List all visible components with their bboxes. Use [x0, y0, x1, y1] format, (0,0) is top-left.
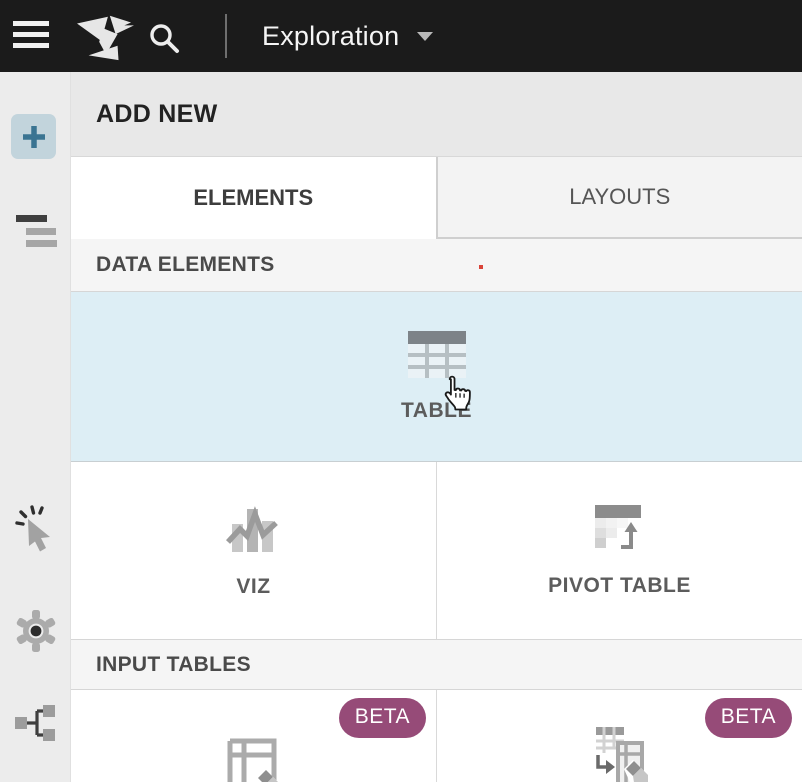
page-outline-icon[interactable] — [0, 215, 71, 247]
viz-chart-icon — [225, 502, 282, 559]
workbook-title-dropdown[interactable]: Exploration — [262, 0, 434, 72]
panel-tabs: ELEMENTS LAYOUTS — [71, 157, 802, 239]
lineage-icon[interactable] — [0, 702, 71, 746]
data-elements-tile-row: VIZ — [71, 462, 802, 640]
tile-pivot-table[interactable]: PIVOT TABLE — [436, 462, 802, 639]
input-tables-tile-row: BETA BETA — [71, 690, 802, 782]
section-label: DATA ELEMENTS — [96, 253, 275, 276]
tab-elements[interactable]: ELEMENTS — [71, 157, 436, 239]
settings-gear-icon[interactable] — [0, 608, 71, 654]
beta-badge: BETA — [338, 698, 426, 738]
menu-hamburger-icon[interactable] — [13, 21, 49, 51]
topbar-divider — [225, 14, 227, 58]
workbook-title: Exploration — [262, 20, 400, 51]
sidebar — [0, 72, 71, 782]
plus-icon — [22, 125, 45, 148]
origami-bird-logo-icon[interactable] — [74, 9, 136, 70]
search-icon[interactable] — [147, 21, 183, 62]
red-dot — [479, 265, 483, 269]
chevron-down-icon — [417, 31, 434, 41]
empty-input-table-icon — [222, 738, 286, 782]
topbar: Exploration — [0, 0, 802, 72]
add-element-button[interactable] — [11, 114, 56, 159]
hand-pointer-cursor — [437, 374, 473, 419]
add-new-panel: ADD NEW ELEMENTS LAYOUTS DATA ELEMENTS — [71, 72, 802, 782]
tab-layouts[interactable]: LAYOUTS — [435, 157, 802, 239]
tile-viz[interactable]: VIZ — [71, 462, 436, 639]
tile-pivot-table-label: PIVOT TABLE — [548, 574, 691, 597]
beta-badge: BETA — [704, 698, 792, 738]
section-label: INPUT TABLES — [96, 652, 251, 676]
table-icon — [407, 330, 466, 383]
pivot-table-icon — [593, 503, 647, 558]
section-header-data-elements: DATA ELEMENTS — [71, 239, 802, 292]
tile-viz-label: VIZ — [236, 575, 271, 598]
tile-empty-input-table[interactable]: BETA — [71, 690, 436, 782]
click-cursor-icon[interactable] — [0, 505, 71, 555]
panel-title: ADD NEW — [71, 72, 802, 157]
tile-linked-input-table[interactable]: BETA — [436, 690, 802, 782]
linked-input-table-icon — [590, 727, 650, 782]
tile-table[interactable]: TABLE — [71, 292, 802, 462]
section-header-input-tables: INPUT TABLES — [71, 640, 802, 690]
